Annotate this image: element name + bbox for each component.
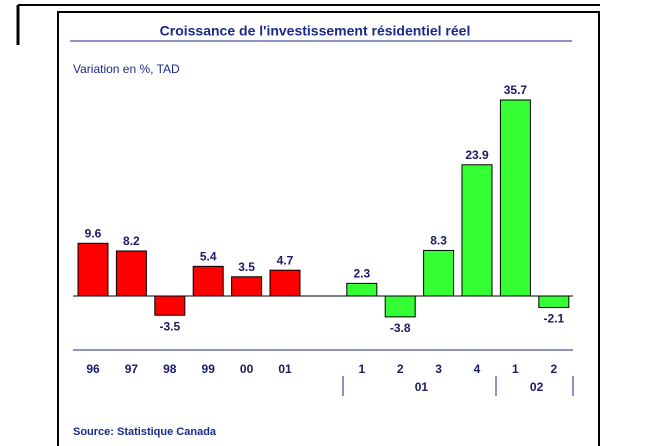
source: Source: Statistique Canada bbox=[73, 426, 217, 438]
data-label: -3.8 bbox=[390, 321, 411, 335]
bar bbox=[499, 99, 531, 297]
data-label: 5.4 bbox=[200, 250, 217, 264]
x-tick-label: 2 bbox=[397, 362, 404, 376]
chart-title: Croissance de l'investissement résidenti… bbox=[160, 23, 471, 39]
x-tick-label: 98 bbox=[163, 362, 177, 376]
bar bbox=[154, 295, 186, 316]
bar bbox=[538, 295, 570, 309]
x-tick-label: 4 bbox=[474, 362, 481, 376]
data-label: 4.7 bbox=[277, 253, 294, 267]
x-tick-label: 00 bbox=[240, 362, 254, 376]
data-label: 23.9 bbox=[465, 148, 489, 162]
x-tick-label: 1 bbox=[512, 362, 519, 376]
bar bbox=[115, 250, 147, 297]
group-label: 01 bbox=[415, 380, 429, 394]
x-tick-label: 99 bbox=[202, 362, 216, 376]
bar bbox=[423, 249, 455, 297]
x-tick-label: 3 bbox=[435, 362, 442, 376]
x-tick-label: 96 bbox=[86, 362, 100, 376]
bar bbox=[346, 282, 378, 297]
bar bbox=[384, 295, 416, 318]
data-label: -2.1 bbox=[543, 312, 564, 326]
data-label: 35.7 bbox=[504, 83, 528, 97]
bar bbox=[269, 269, 301, 297]
data-label: -3.5 bbox=[159, 319, 180, 333]
bar bbox=[231, 276, 263, 297]
data-label: 9.6 bbox=[85, 226, 102, 240]
subtitle: Variation en %, TAD bbox=[73, 62, 180, 76]
bar bbox=[461, 164, 493, 297]
x-tick-label: 01 bbox=[278, 362, 292, 376]
data-label: 2.3 bbox=[353, 267, 370, 281]
x-tick-label: 2 bbox=[550, 362, 557, 376]
x-tick-label: 1 bbox=[358, 362, 365, 376]
x-tick-label: 97 bbox=[125, 362, 139, 376]
data-label: 8.2 bbox=[123, 234, 140, 248]
data-label: 8.3 bbox=[430, 234, 447, 248]
data-label: 3.5 bbox=[238, 260, 255, 274]
bar bbox=[77, 242, 109, 297]
group-label: 02 bbox=[530, 380, 544, 394]
bar bbox=[192, 265, 224, 297]
